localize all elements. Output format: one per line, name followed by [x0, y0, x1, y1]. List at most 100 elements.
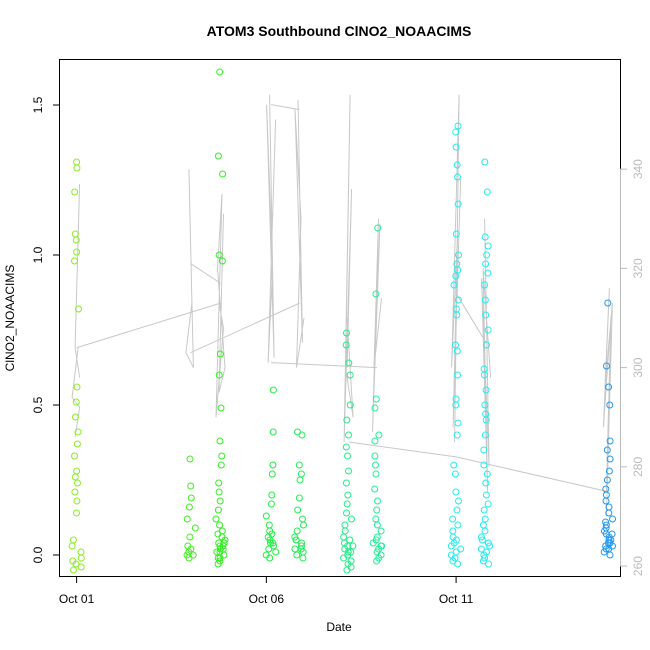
y2-tick-label: 260 — [631, 556, 645, 576]
data-point — [603, 446, 611, 454]
data-point — [373, 506, 381, 514]
data-point — [604, 299, 612, 307]
data-point — [604, 539, 612, 547]
data-point — [453, 161, 461, 169]
axes: Oct 01 Oct 06 Oct 11 0.0 0.5 1.0 1.5 260 280 300 3… — [31, 96, 645, 606]
data-point — [605, 467, 613, 475]
series-line — [481, 218, 492, 492]
data-point — [455, 497, 462, 505]
data-point — [71, 257, 78, 265]
data-point — [452, 488, 460, 496]
data-point — [72, 236, 80, 244]
data-point — [343, 329, 350, 337]
data-point — [450, 461, 458, 469]
data-point — [267, 539, 274, 547]
data-point — [605, 536, 613, 544]
data-point — [268, 491, 276, 499]
data-point — [452, 143, 460, 151]
data-point — [479, 557, 487, 565]
data-point — [371, 452, 379, 460]
plot-frame — [59, 59, 621, 577]
data-point — [480, 371, 488, 379]
data-point — [602, 521, 610, 529]
data-point — [183, 515, 191, 523]
data-point — [77, 554, 85, 562]
y2-tick-label: 300 — [631, 357, 645, 377]
data-point — [187, 494, 195, 502]
data-point — [454, 122, 462, 130]
data-point — [454, 419, 462, 427]
data-point — [606, 437, 614, 445]
series-line — [294, 99, 305, 368]
data-point — [217, 404, 225, 412]
data-point — [186, 455, 194, 463]
x-tick-label: Oct 06 — [249, 592, 285, 606]
data-point — [481, 515, 489, 523]
data-point — [269, 428, 277, 436]
data-point — [605, 509, 613, 517]
data-point — [212, 515, 220, 523]
data-point — [344, 491, 352, 499]
data-point — [371, 404, 379, 412]
data-point — [603, 362, 610, 370]
connector-line — [190, 263, 221, 284]
data-point — [371, 437, 379, 445]
series-line — [266, 94, 277, 363]
data-point — [372, 470, 380, 478]
connector-line — [348, 441, 457, 458]
data-point — [77, 563, 85, 571]
data-point — [606, 551, 614, 559]
data-point — [477, 545, 485, 553]
data-point — [73, 158, 81, 166]
series-line — [74, 183, 81, 348]
data-point — [480, 461, 488, 469]
connector-line — [455, 292, 487, 344]
data-point — [74, 479, 81, 487]
data-point — [269, 539, 277, 547]
series-line — [185, 169, 194, 368]
data-point — [291, 545, 299, 553]
data-point — [482, 311, 490, 319]
data-point — [191, 524, 199, 532]
data-point — [292, 536, 300, 544]
data-point — [477, 533, 485, 541]
data-point — [346, 371, 354, 379]
data-point — [450, 281, 458, 289]
data-point — [267, 500, 275, 508]
data-point — [217, 461, 225, 469]
x-tick-label: Oct 01 — [59, 592, 95, 606]
y-tick-label: 1.5 — [31, 96, 45, 113]
data-point — [215, 251, 223, 259]
data-point — [70, 566, 77, 574]
data-point — [272, 548, 280, 556]
data-point — [340, 533, 348, 541]
data-point — [189, 551, 197, 559]
data-point — [374, 224, 382, 232]
data-point — [218, 257, 226, 265]
data-point — [268, 470, 276, 478]
data-point — [481, 233, 489, 241]
data-point — [344, 452, 351, 460]
y-tick-label: 0.0 — [31, 546, 45, 563]
data-point — [69, 536, 77, 544]
data-point — [342, 341, 350, 349]
data-point — [451, 470, 459, 478]
data-point — [454, 200, 462, 208]
data-point — [482, 386, 490, 394]
data-point — [268, 530, 276, 538]
data-point — [346, 536, 354, 544]
data-point — [340, 554, 348, 562]
connector-line — [271, 362, 378, 369]
data-point — [606, 455, 614, 463]
data-point — [606, 401, 614, 409]
data-point — [378, 542, 386, 550]
data-point — [345, 431, 352, 439]
data-point — [77, 548, 85, 556]
data-point — [478, 536, 486, 544]
y2-tick-label: 280 — [631, 457, 645, 477]
data-point — [265, 545, 273, 553]
data-point — [221, 536, 229, 544]
data-point — [373, 521, 381, 529]
data-point — [216, 521, 224, 529]
